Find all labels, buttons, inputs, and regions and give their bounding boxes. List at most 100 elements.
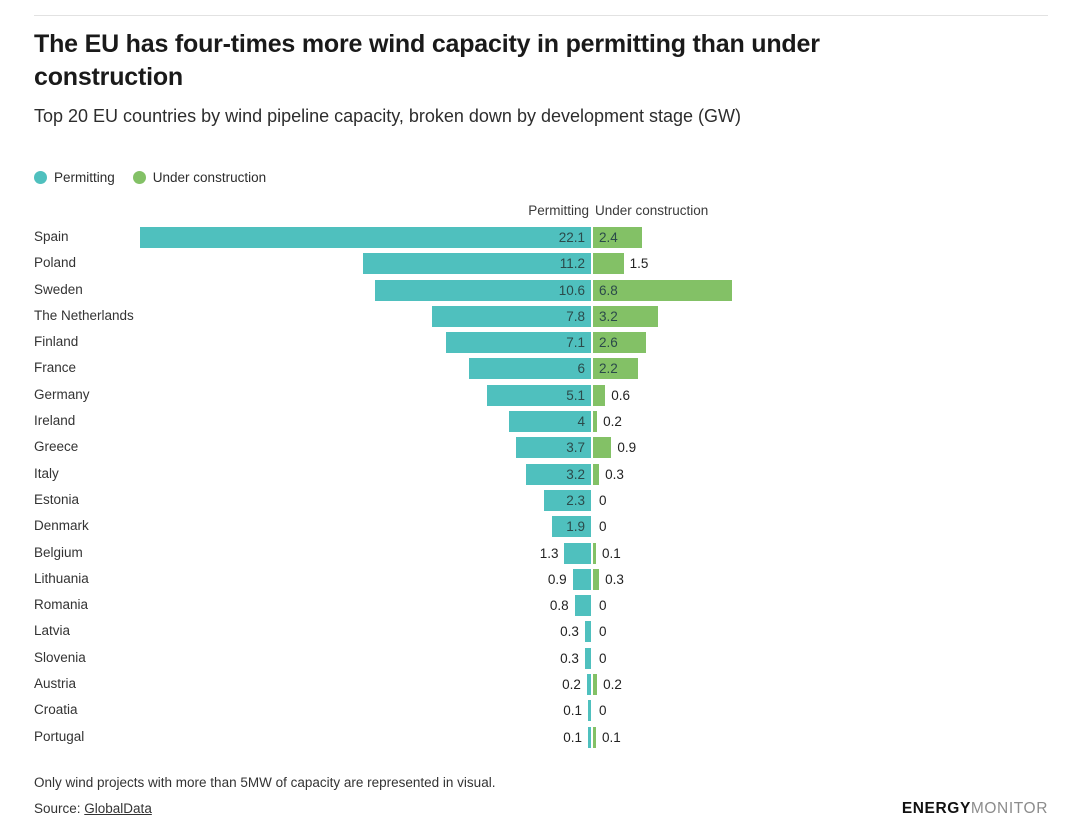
bar-under-construction[interactable] bbox=[593, 674, 598, 696]
bar-permitting[interactable] bbox=[431, 305, 591, 327]
row-label-greece: Greece bbox=[34, 439, 79, 455]
bar-value-permitting: 0.2 bbox=[562, 677, 581, 693]
bar-under-construction[interactable] bbox=[593, 726, 596, 748]
bar-under-construction[interactable] bbox=[593, 542, 596, 564]
row-bars: 3.2 0.3 bbox=[0, 463, 1080, 489]
bar-value-under-construction: 0 bbox=[599, 598, 607, 614]
row-bars: 0.1 0 bbox=[0, 699, 1080, 725]
legend-item-under-construction[interactable]: Under construction bbox=[132, 170, 266, 185]
bar-permitting[interactable] bbox=[140, 227, 591, 248]
bar-permitting[interactable] bbox=[584, 621, 591, 643]
chart-row: Belgium 1.3 0.1 bbox=[0, 542, 1080, 568]
row-label-portugal: Portugal bbox=[34, 728, 85, 744]
brand-monitor: MONITOR bbox=[970, 800, 1048, 817]
bar-under-construction[interactable] bbox=[593, 437, 612, 459]
row-label-germany: Germany bbox=[34, 386, 90, 402]
bar-value-permitting: 1.9 bbox=[566, 519, 585, 535]
chart-legend: Permitting Under construction bbox=[34, 170, 266, 185]
row-label-sweden: Sweden bbox=[34, 281, 83, 297]
chart-source: Source: GlobalData bbox=[34, 801, 152, 816]
brand-logo: ENERGYMONITOR bbox=[902, 800, 1048, 818]
bar-under-construction[interactable] bbox=[593, 253, 624, 275]
bar-value-under-construction: 0 bbox=[599, 624, 607, 640]
bar-permitting[interactable] bbox=[446, 332, 591, 354]
bar-value-permitting: 10.6 bbox=[558, 282, 585, 298]
bar-permitting[interactable] bbox=[468, 358, 591, 380]
bar-value-under-construction: 0 bbox=[599, 519, 607, 535]
bar-permitting[interactable] bbox=[552, 516, 591, 538]
bar-permitting[interactable] bbox=[362, 253, 591, 275]
bar-value-under-construction: 0.2 bbox=[603, 677, 622, 693]
page-subtitle: Top 20 EU countries by wind pipeline cap… bbox=[34, 106, 742, 126]
bar-value-under-construction: 1.5 bbox=[629, 256, 649, 272]
row-label-slovenia: Slovenia bbox=[34, 649, 86, 665]
chart-row: Latvia 0.3 0 bbox=[0, 620, 1080, 646]
bar-permitting[interactable] bbox=[574, 595, 591, 617]
bar-value-under-construction: 0.1 bbox=[602, 545, 621, 561]
chart-row: Croatia 0.1 0 bbox=[0, 699, 1080, 725]
bar-under-construction[interactable] bbox=[593, 227, 642, 248]
chart-row: Finland 7.1 2.6 bbox=[0, 331, 1080, 357]
bar-permitting[interactable] bbox=[572, 568, 591, 590]
bar-value-permitting: 11.2 bbox=[559, 256, 585, 272]
row-label-finland: Finland bbox=[34, 334, 79, 350]
source-link[interactable]: GlobalData bbox=[84, 801, 152, 816]
row-bars: 3.7 0.9 bbox=[0, 436, 1080, 462]
chart-row: Poland 11.2 1.5 bbox=[0, 252, 1080, 278]
row-bars: 2.3 0 bbox=[0, 489, 1080, 515]
chart-row: Italy 3.2 0.3 bbox=[0, 463, 1080, 489]
bar-under-construction[interactable] bbox=[593, 279, 732, 301]
circle-icon bbox=[132, 171, 146, 184]
chart-row: Greece 3.7 0.9 bbox=[0, 436, 1080, 462]
bar-value-under-construction: 0.1 bbox=[602, 729, 621, 745]
column-header-under-construction: Under construction bbox=[595, 203, 709, 218]
bar-under-construction[interactable] bbox=[593, 568, 600, 590]
row-label-romania: Romania bbox=[34, 597, 89, 613]
row-bars: 7.1 2.6 bbox=[0, 331, 1080, 357]
column-headers: Permitting Under construction bbox=[0, 203, 1080, 221]
bar-value-permitting: 22.1 bbox=[558, 230, 585, 245]
legend-item-permitting[interactable]: Permitting bbox=[34, 170, 115, 185]
bar-under-construction[interactable] bbox=[593, 411, 598, 433]
bar-under-construction[interactable] bbox=[593, 463, 600, 485]
bar-under-construction[interactable] bbox=[593, 384, 606, 406]
bar-permitting[interactable] bbox=[584, 647, 591, 669]
row-label-denmark: Denmark bbox=[34, 518, 89, 534]
bar-permitting[interactable] bbox=[544, 489, 591, 511]
bar-value-under-construction: 2.6 bbox=[599, 335, 618, 351]
bar-value-under-construction: 0.2 bbox=[603, 414, 622, 430]
bar-permitting[interactable] bbox=[509, 411, 591, 433]
row-label-spain: Spain bbox=[34, 229, 69, 244]
source-prefix: Source: bbox=[34, 801, 85, 816]
bar-value-under-construction: 6.8 bbox=[599, 282, 618, 298]
bar-permitting[interactable] bbox=[515, 437, 591, 459]
bar-under-construction[interactable] bbox=[593, 332, 647, 354]
bar-permitting[interactable] bbox=[564, 542, 591, 564]
chart-row: Romania 0.8 0 bbox=[0, 594, 1080, 620]
bar-under-construction[interactable] bbox=[593, 305, 659, 327]
bar-permitting[interactable] bbox=[588, 700, 591, 722]
bar-value-permitting: 0.9 bbox=[547, 571, 567, 587]
bar-value-under-construction: 0 bbox=[599, 492, 607, 508]
chart-row: Slovenia 0.3 0 bbox=[0, 647, 1080, 673]
bar-permitting[interactable] bbox=[374, 279, 591, 301]
bar-under-construction[interactable] bbox=[593, 358, 638, 380]
bar-permitting[interactable] bbox=[588, 726, 591, 748]
chart-row: Lithuania 0.9 0.3 bbox=[0, 568, 1080, 594]
bar-value-under-construction: 0.3 bbox=[605, 571, 624, 587]
chart-row: Denmark 1.9 0 bbox=[0, 515, 1080, 541]
row-label-belgium: Belgium bbox=[34, 544, 83, 560]
bar-permitting[interactable] bbox=[586, 674, 591, 696]
chart-row: Ireland 4 0.2 bbox=[0, 410, 1080, 436]
row-label-france: France bbox=[34, 360, 77, 376]
bar-value-permitting: 7.8 bbox=[566, 308, 585, 324]
bar-value-permitting: 1.3 bbox=[539, 545, 559, 561]
row-bars: 6 2.2 bbox=[0, 357, 1080, 383]
bar-permitting[interactable] bbox=[486, 384, 591, 406]
bar-permitting[interactable] bbox=[525, 463, 591, 485]
bar-value-permitting: 6 bbox=[577, 361, 585, 377]
row-label-croatia: Croatia bbox=[34, 702, 78, 718]
row-bars: 0.2 0.2 bbox=[0, 673, 1080, 699]
bar-value-under-construction: 3.2 bbox=[599, 308, 618, 324]
row-bars: 0.8 0 bbox=[0, 594, 1080, 620]
